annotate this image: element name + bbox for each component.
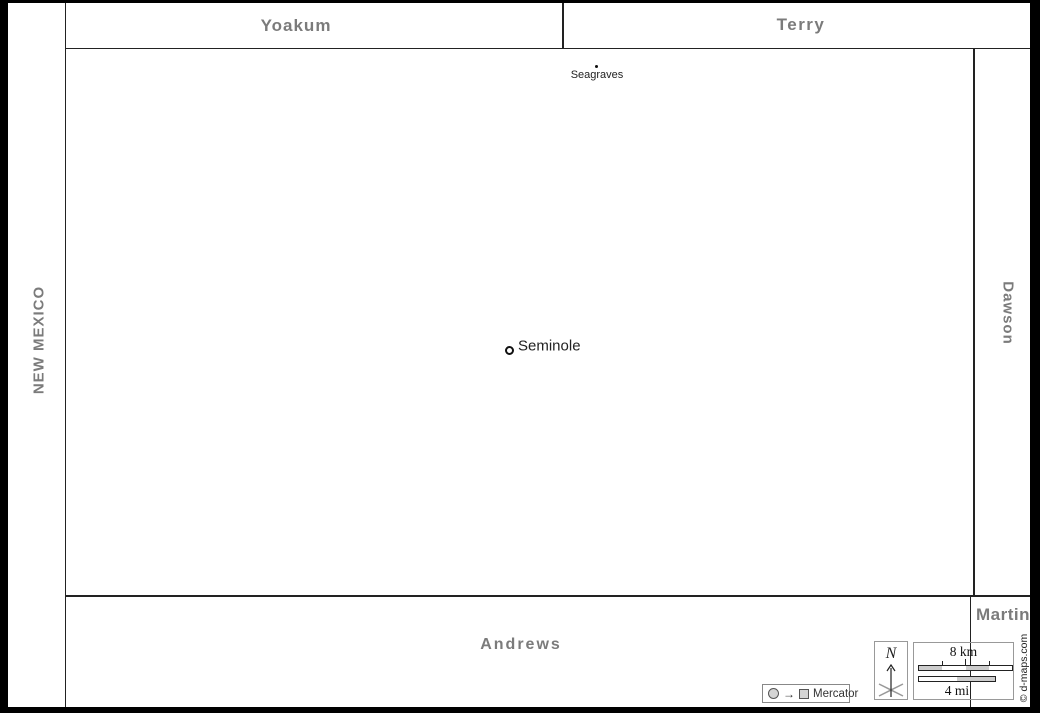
scale-segment (942, 666, 966, 670)
region-label-martin: Martin (976, 605, 1030, 624)
scale-bar-mi (918, 676, 996, 682)
frame-left (0, 0, 8, 713)
globe-circle-icon (768, 688, 779, 699)
scale-bar-box: 8 km 4 mi (913, 642, 1014, 700)
town-label-seagraves: Seagraves (570, 68, 624, 81)
town-label-seminole: Seminole (518, 337, 581, 355)
scale-segment (965, 666, 989, 670)
frame-bottom (0, 707, 1040, 713)
projected-square-icon (799, 688, 809, 699)
region-label-yoakum: Yoakum (260, 16, 332, 35)
scale-bar-km (918, 665, 1013, 671)
scale-segment (919, 677, 957, 681)
north-label: N (885, 645, 897, 662)
region-label-andrews: Andrews (480, 636, 562, 653)
town-dot-seagraves (594, 64, 598, 68)
projection-name: Mercator (813, 687, 859, 700)
region-label-new-mexico: NEW MEXICO (30, 285, 48, 395)
scale-tick (965, 659, 966, 665)
projection-box: → Mercator (762, 684, 858, 703)
frame-top (0, 0, 1040, 3)
scale-segment (988, 666, 1012, 670)
county-south-border-line (65, 595, 1030, 597)
county-north-border-line (65, 47, 1030, 49)
scale-mi-label: 4 mi (944, 683, 970, 698)
county-east-border-line (973, 49, 975, 596)
scale-segment (957, 677, 995, 681)
scale-km-label: 8 km (949, 644, 978, 659)
region-label-terry: Terry (776, 15, 826, 34)
scale-segment (919, 666, 943, 670)
region-label-dawson: Dawson (999, 281, 1017, 345)
frame-right (1030, 0, 1040, 713)
arrow-right-icon: → (783, 686, 795, 701)
state-border-line (64, 3, 66, 707)
north-arrow-box: N (874, 641, 908, 700)
scale-tick (988, 661, 990, 665)
andrews-martin-divider-line (969, 596, 971, 707)
town-marker-seminole (505, 345, 514, 355)
compass-rose-icon (878, 663, 904, 697)
copyright-text: © d-maps.com (1018, 633, 1030, 703)
scale-tick (941, 661, 943, 665)
yoakum-terry-divider-line (562, 3, 564, 49)
